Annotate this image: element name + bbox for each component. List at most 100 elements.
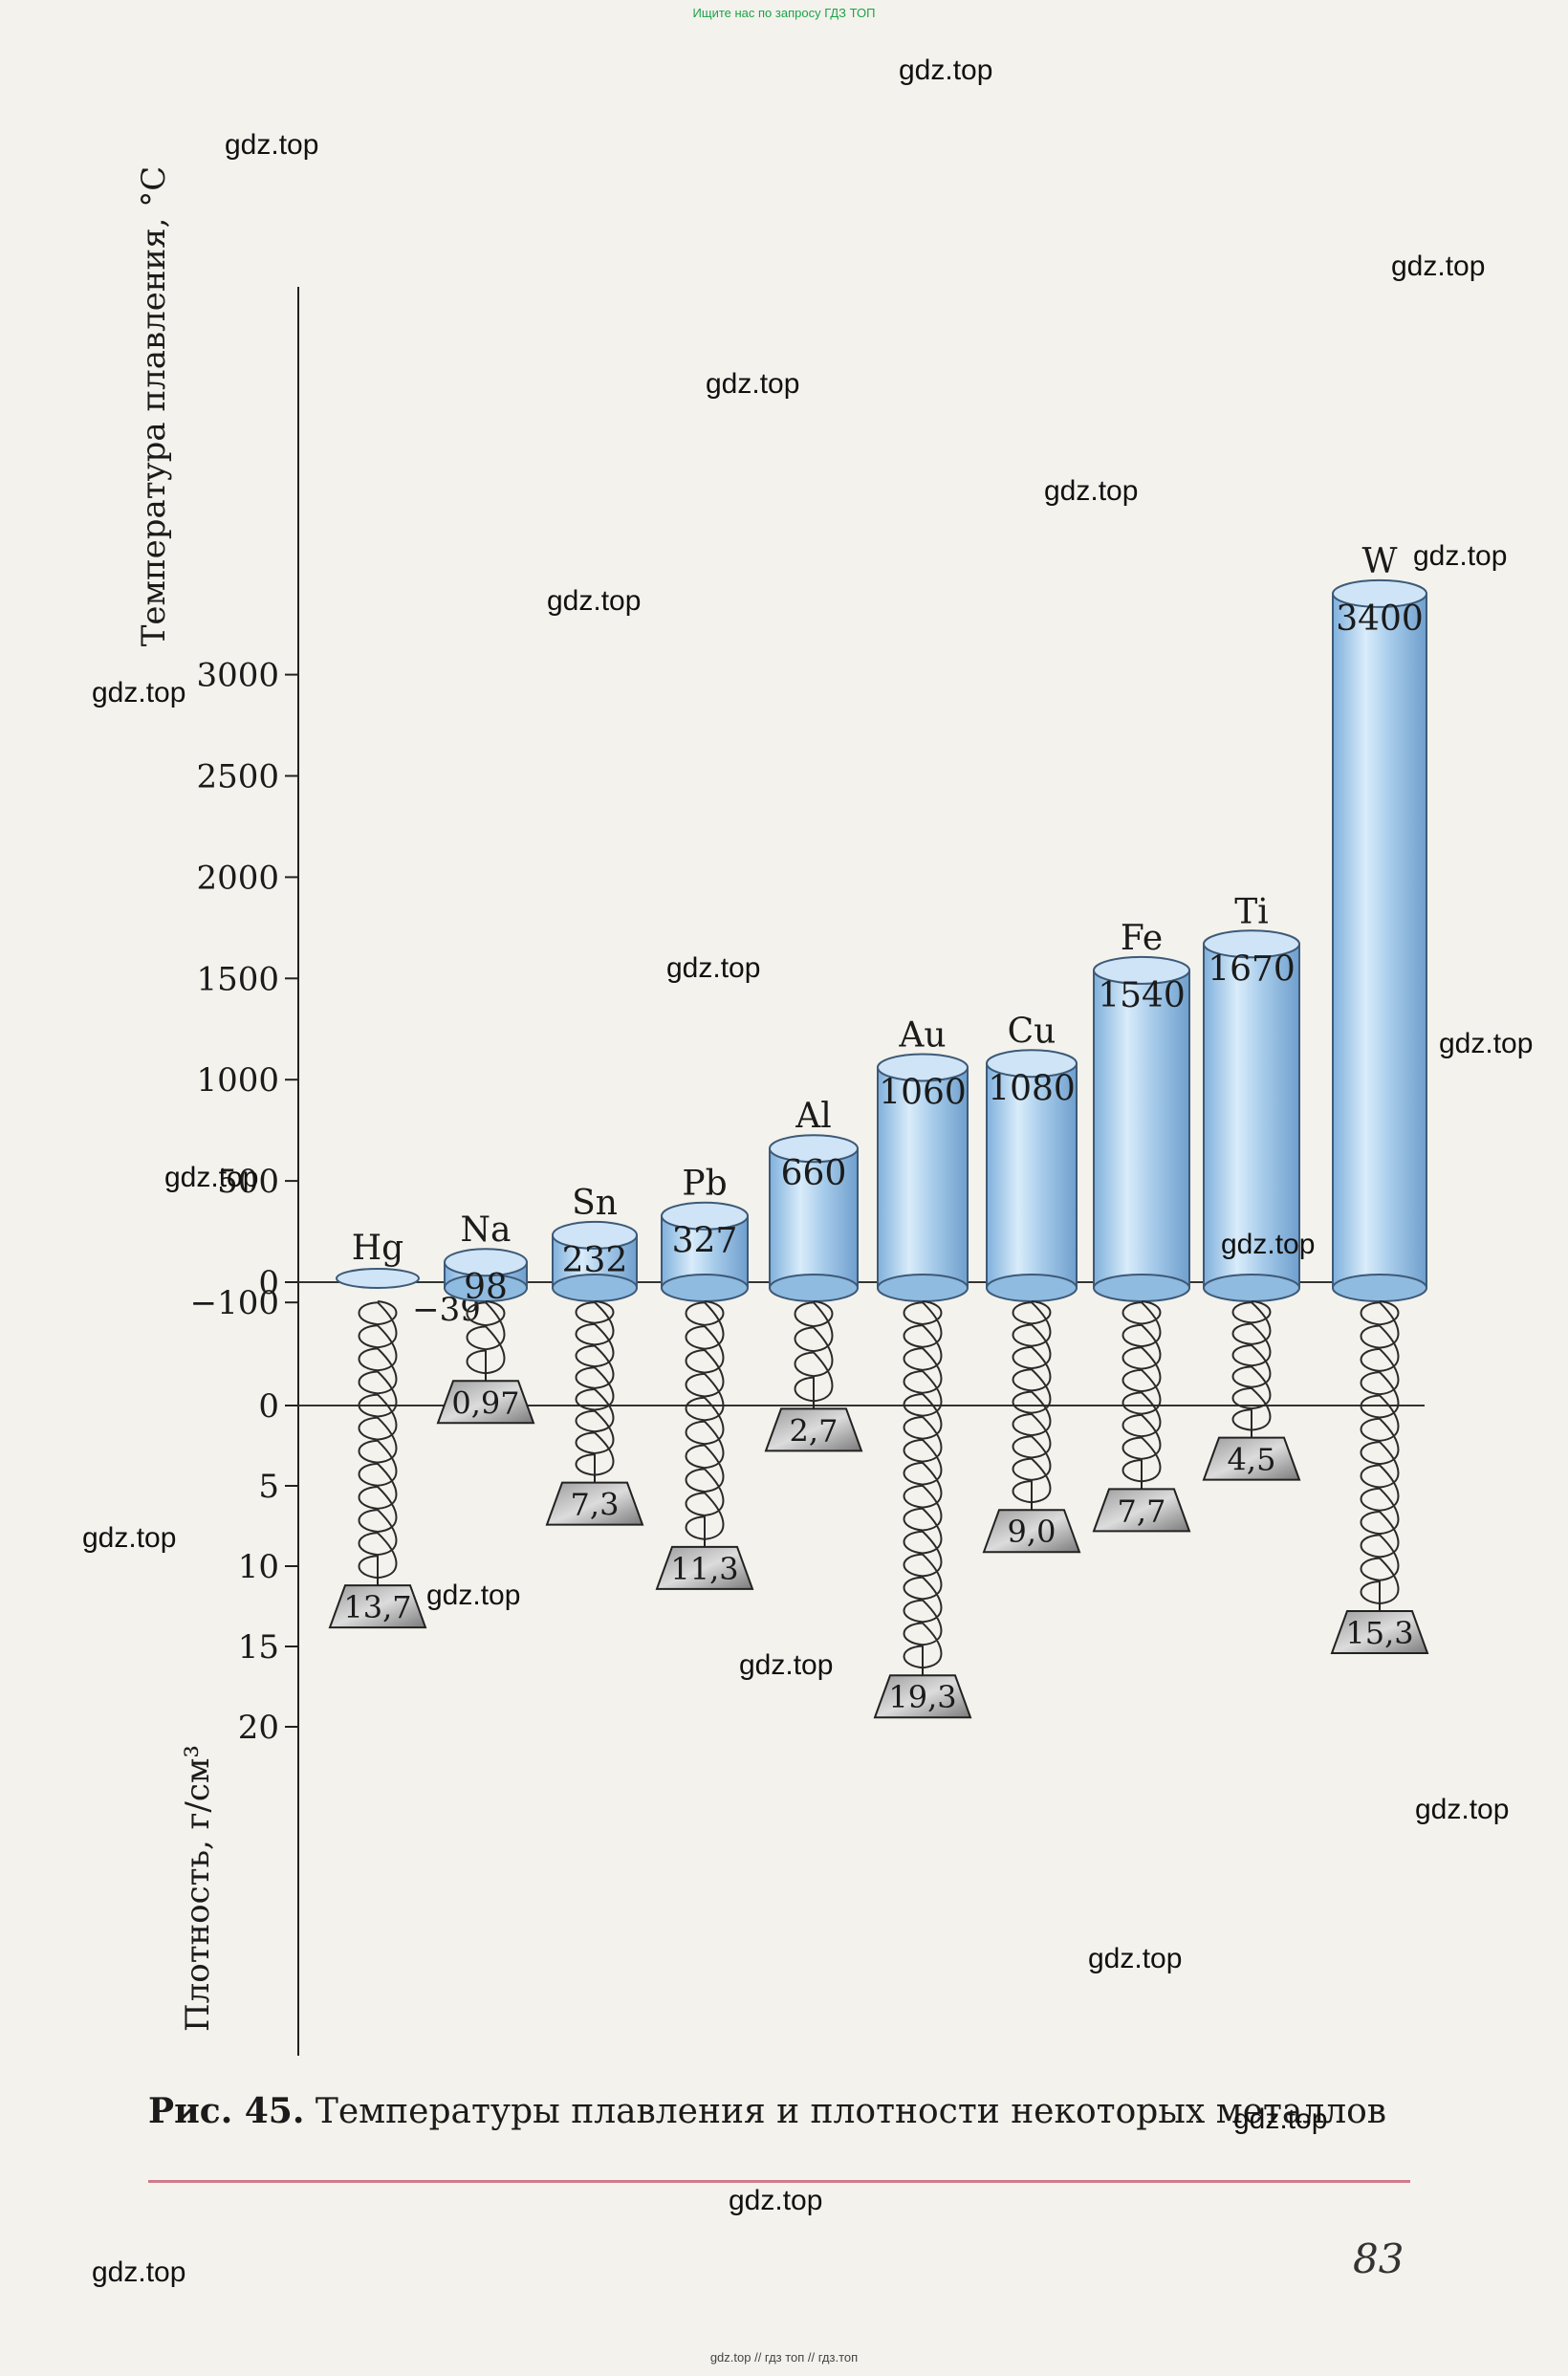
- cylinder-top-au: [877, 1053, 969, 1082]
- watermark: gdz.top: [1221, 1229, 1316, 1260]
- temperature-bar-cu: [986, 1062, 1078, 1289]
- density-spring-al: [794, 1300, 834, 1403]
- watermark: gdz.top: [706, 368, 800, 400]
- watermark: gdz.top: [1044, 475, 1139, 507]
- element-symbol-ti: Ti: [1234, 892, 1269, 931]
- element-symbol-au: Au: [898, 1015, 946, 1055]
- metal-hg: [328, 1268, 427, 1629]
- metal-al: [764, 1134, 863, 1452]
- watermark: gdz.top: [1088, 1943, 1183, 1974]
- temperature-tick-label: 500: [217, 1163, 279, 1201]
- element-symbol-pb: Pb: [682, 1165, 727, 1204]
- temperature-tick-label: 1000: [196, 1061, 279, 1100]
- cylinder-bottom: [1332, 1274, 1427, 1302]
- density-weight-pb: [655, 1545, 754, 1590]
- density-tick-label: 20: [238, 1709, 279, 1747]
- temperature-value-label: 660: [781, 1154, 847, 1193]
- element-symbol-na: Na: [461, 1210, 512, 1250]
- density-weight-al: [764, 1407, 863, 1452]
- watermark: gdz.top: [225, 129, 319, 161]
- density-tick-label: 5: [258, 1468, 279, 1506]
- top-banner: Ищите нас по запросу ГДЗ ТОП: [692, 6, 876, 20]
- figure-caption-label: Рис. 45.: [148, 2091, 305, 2131]
- watermark: gdz.top: [82, 1522, 177, 1554]
- density-weight-na: [436, 1380, 535, 1425]
- watermark: gdz.top: [666, 952, 761, 984]
- watermark: gdz.top: [899, 54, 993, 86]
- density-axis-title: Плотность, г/см³: [179, 1745, 217, 2032]
- cylinder-top-sn: [552, 1220, 638, 1250]
- figure-caption-text: Температуры плавления и плотности некото…: [315, 2092, 1387, 2131]
- metal-pb: [655, 1201, 754, 1590]
- temperature-tick-label: 2000: [196, 859, 279, 897]
- density-value-label: 9,0: [1008, 1514, 1056, 1550]
- metal-fe: [1092, 955, 1191, 1533]
- density-spring-sn: [575, 1300, 615, 1476]
- element-symbol-hg: Hg: [352, 1229, 403, 1268]
- density-value-label: 13,7: [343, 1589, 411, 1625]
- metal-sn: [545, 1220, 644, 1526]
- density-value-label: 11,3: [670, 1551, 738, 1587]
- metal-ti: [1202, 929, 1301, 1481]
- density-weight-au: [873, 1674, 972, 1719]
- temperature-value-label: 327: [672, 1222, 738, 1261]
- cylinder-top-hg: [336, 1268, 420, 1289]
- density-tick-label: 10: [238, 1548, 279, 1586]
- element-symbol-sn: Sn: [572, 1184, 618, 1223]
- metal-na: [436, 1248, 535, 1425]
- temperature-tick-label: 2500: [196, 758, 279, 796]
- density-value-label: 15,3: [1345, 1615, 1413, 1651]
- density-weight-ti: [1202, 1436, 1301, 1481]
- cylinder-bottom: [986, 1274, 1078, 1302]
- density-value-label: 0,97: [451, 1384, 519, 1421]
- temperature-tick-label: 3000: [196, 657, 279, 695]
- watermark: gdz.top: [164, 1162, 259, 1193]
- watermark: gdz.top: [1439, 1028, 1534, 1059]
- temperature-value-label: 1080: [988, 1069, 1076, 1108]
- temperature-bar-au: [877, 1066, 969, 1289]
- caption-divider: [148, 2180, 1410, 2183]
- page-number: 83: [1353, 2235, 1405, 2282]
- temperature-value-label: 232: [562, 1241, 628, 1280]
- density-spring-au: [903, 1300, 943, 1669]
- element-symbol-al: Al: [795, 1097, 832, 1136]
- temperature-bar-w: [1332, 592, 1427, 1289]
- cylinder-top-al: [769, 1134, 859, 1164]
- watermark: gdz.top: [547, 585, 642, 617]
- cylinder-top-cu: [986, 1049, 1078, 1079]
- density-tick-label: 15: [238, 1628, 279, 1667]
- temperature-value-label: 1670: [1208, 949, 1296, 989]
- watermark: gdz.top: [1233, 2104, 1328, 2135]
- density-tick-label: 0: [258, 1387, 279, 1426]
- temperature-value-label: 1540: [1098, 976, 1186, 1015]
- density-spring-cu: [1012, 1300, 1052, 1504]
- watermark: gdz.top: [92, 677, 186, 708]
- density-weight-sn: [545, 1481, 644, 1526]
- temperature-tick-label: 0: [258, 1264, 279, 1302]
- cylinder-bottom: [769, 1274, 859, 1302]
- density-weight-cu: [982, 1509, 1081, 1554]
- watermark: gdz.top: [1391, 251, 1486, 282]
- temperature-axis-title: Температура плавления, °C: [135, 166, 173, 647]
- density-value-label: 19,3: [888, 1679, 956, 1715]
- temperature-value-label: 3400: [1336, 599, 1424, 639]
- metal-au: [873, 1053, 972, 1719]
- watermark: gdz.top: [739, 1649, 834, 1681]
- watermark: gdz.top: [92, 2256, 186, 2288]
- temperature-value-label: 1060: [879, 1073, 967, 1112]
- metal-w: [1330, 578, 1429, 1655]
- density-value-label: 7,7: [1118, 1493, 1166, 1529]
- temperature-bar-fe: [1093, 969, 1190, 1289]
- cylinder-bottom: [1093, 1274, 1190, 1302]
- cylinder-top-ti: [1203, 929, 1300, 959]
- density-spring-hg: [358, 1300, 398, 1580]
- watermark: gdz.top: [426, 1580, 521, 1611]
- density-spring-w: [1360, 1300, 1400, 1605]
- temperature-tick-label: −100: [190, 1284, 279, 1322]
- density-weight-w: [1330, 1610, 1429, 1655]
- bottom-banner: gdz.top // гдз топ // гдз.топ: [709, 2350, 859, 2365]
- cylinder-bottom: [1203, 1274, 1300, 1302]
- cylinder-bottom: [877, 1274, 969, 1302]
- element-symbol-fe: Fe: [1121, 919, 1163, 958]
